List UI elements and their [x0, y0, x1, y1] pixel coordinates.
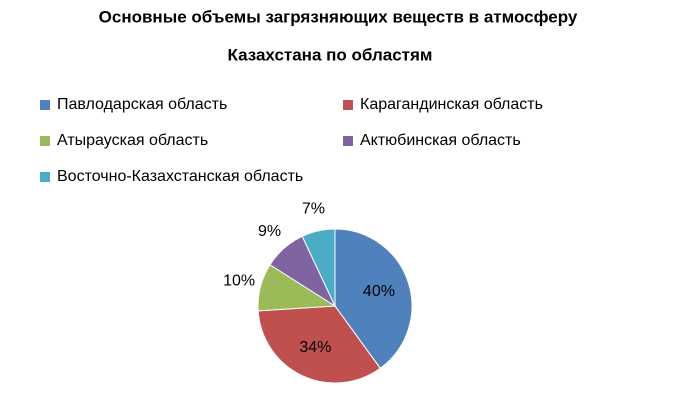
legend-label: Атырауская область — [57, 132, 208, 149]
data-label: 10% — [223, 273, 255, 290]
legend-label: Карагандинская область — [360, 96, 543, 113]
legend-label: Восточно-Казахстанская область — [57, 168, 303, 185]
chart-title: Основные объемы загрязняющих веществ в а… — [99, 7, 578, 26]
data-label: 7% — [302, 201, 325, 218]
pie-slice — [334, 228, 413, 369]
pie-slice — [257, 305, 381, 384]
pie-slice — [301, 228, 336, 307]
legend-label: Актюбинская область — [360, 132, 521, 149]
data-label: 40% — [363, 283, 395, 300]
legend-swatch — [40, 172, 50, 182]
data-label: 9% — [258, 223, 281, 240]
legend-swatch — [343, 100, 353, 110]
legend-swatch — [40, 136, 50, 146]
data-label: 34% — [299, 339, 331, 356]
legend-swatch — [40, 100, 50, 110]
legend-swatch — [343, 136, 353, 146]
legend-label: Павлодарская область — [57, 96, 227, 113]
chart-title: Казахстана по областям — [227, 45, 432, 64]
